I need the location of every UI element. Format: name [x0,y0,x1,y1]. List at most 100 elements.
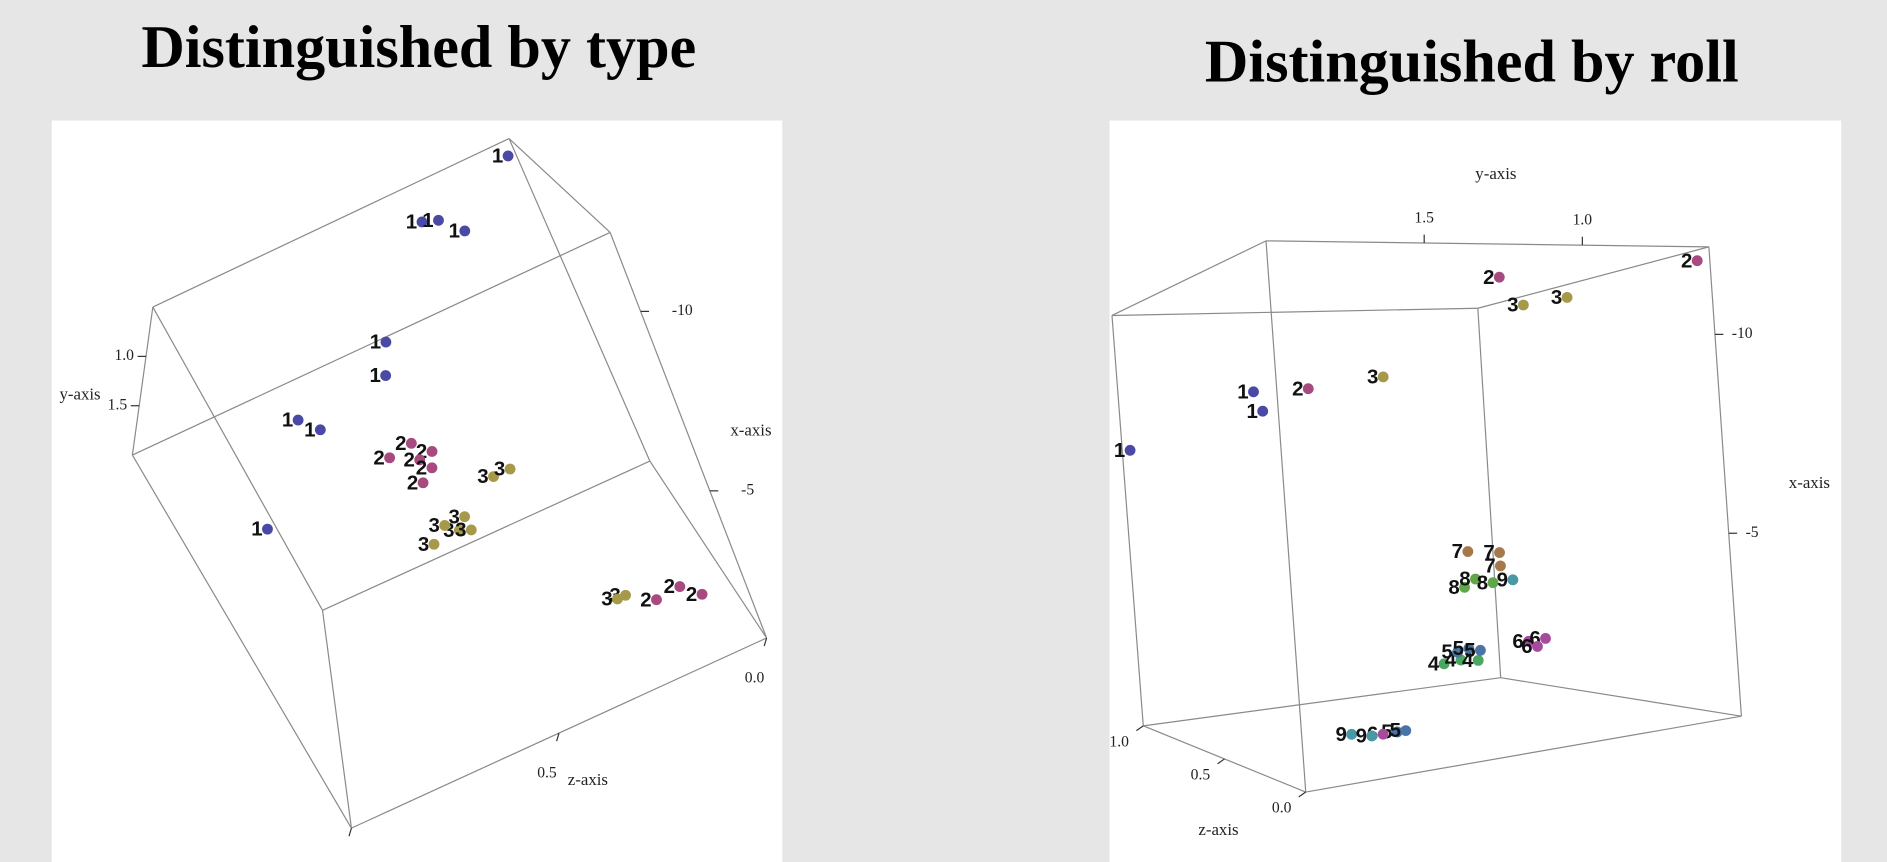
point [488,471,499,483]
point-label: 5 [1464,639,1475,662]
point-label: 3 [601,588,612,611]
point [459,225,471,237]
box-edge [322,460,651,611]
point [502,150,514,162]
point-label: 8 [1477,571,1488,594]
point [1507,574,1519,586]
box-edge [131,454,352,829]
point-label: 5 [1390,719,1401,742]
point [262,523,273,535]
point [1459,581,1470,593]
point-label: 7 [1452,540,1463,563]
point [1438,658,1450,670]
point-label: 3 [477,465,488,488]
box-edge [131,306,154,456]
point [1366,730,1378,742]
point-label: 3 [1507,294,1518,317]
point-label: 5 [1453,637,1464,660]
point-label: 8 [1459,568,1470,591]
point [433,214,444,226]
point [416,216,428,228]
point-label: 7 [1483,541,1494,564]
z-tick-label: 0.0 [745,670,765,687]
box-edge [152,138,510,308]
x-tick-label: -5 [741,481,754,498]
point [1532,641,1543,652]
point-label: 2 [407,471,418,494]
box-edge [321,610,353,829]
box-edge [508,138,651,462]
box-edge [508,138,611,233]
point-label: 2 [1483,266,1494,289]
point [1540,632,1551,644]
point-label: 2 [404,448,415,471]
point [426,462,438,474]
tick-mark [1298,791,1307,798]
point-label: 2 [640,588,651,611]
box-edge [649,460,768,639]
point [417,477,429,489]
point [314,424,326,436]
point [1495,560,1506,572]
point-label: 1 [304,418,315,441]
z-axis-label: z-axis [1198,820,1238,839]
point-label: 9 [1356,725,1367,748]
point-label: 3 [455,519,466,542]
point [612,593,623,605]
point [1400,725,1412,737]
point [1493,271,1505,283]
box-edge [1111,307,1478,317]
point-label: 1 [282,409,293,432]
chart-title: Distinguished by type [141,14,696,81]
point-label: 1 [251,518,262,541]
y-tick-label: 1.5 [108,396,128,413]
box-edge [1111,315,1144,726]
point [459,511,471,523]
point-label: 7 [1484,555,1495,578]
point-label: 3 [494,458,505,481]
plot-panel [1109,120,1842,862]
point-label: 2 [373,446,384,469]
point [414,454,426,466]
point-label: 4 [1462,649,1474,672]
z-axis-label: z-axis [568,770,608,789]
point [1561,292,1573,303]
point-label: 2 [416,456,427,479]
y-axis-label: y-axis [1475,164,1516,183]
point-label: 1 [1114,439,1125,462]
x-tick-label: -10 [1732,325,1753,342]
tick-mark [1136,725,1144,732]
point [1346,728,1358,740]
point [384,452,396,464]
y-axis-label: y-axis [59,384,100,403]
point-label: 2 [686,583,697,606]
point-label: 2 [1681,249,1692,272]
box-edge [609,232,768,639]
tick-mark [556,732,560,742]
point [380,336,392,348]
point [453,524,465,536]
z-tick-label: 0.5 [537,765,557,782]
x-tick-label: -5 [1746,524,1759,541]
point-label: 6 [1529,627,1540,650]
point [426,446,438,457]
point [1377,371,1389,383]
point-label: 1 [492,145,503,168]
point [380,370,392,382]
point-label: 1 [370,331,381,354]
point-label: 5 [1441,641,1452,664]
point-label: 3 [1367,366,1378,389]
tick-mark [1217,758,1225,765]
point-label: 1 [369,364,380,387]
x-tick-label: -10 [672,302,693,319]
box-edge [1500,677,1742,717]
box-edge [1477,246,1710,309]
point-label: 2 [395,432,406,455]
point-label: 1 [1247,400,1258,423]
point [1523,635,1534,647]
chart-title: Distinguished by roll [1205,28,1739,95]
box-edge [132,231,611,456]
box-edge [1143,677,1501,727]
